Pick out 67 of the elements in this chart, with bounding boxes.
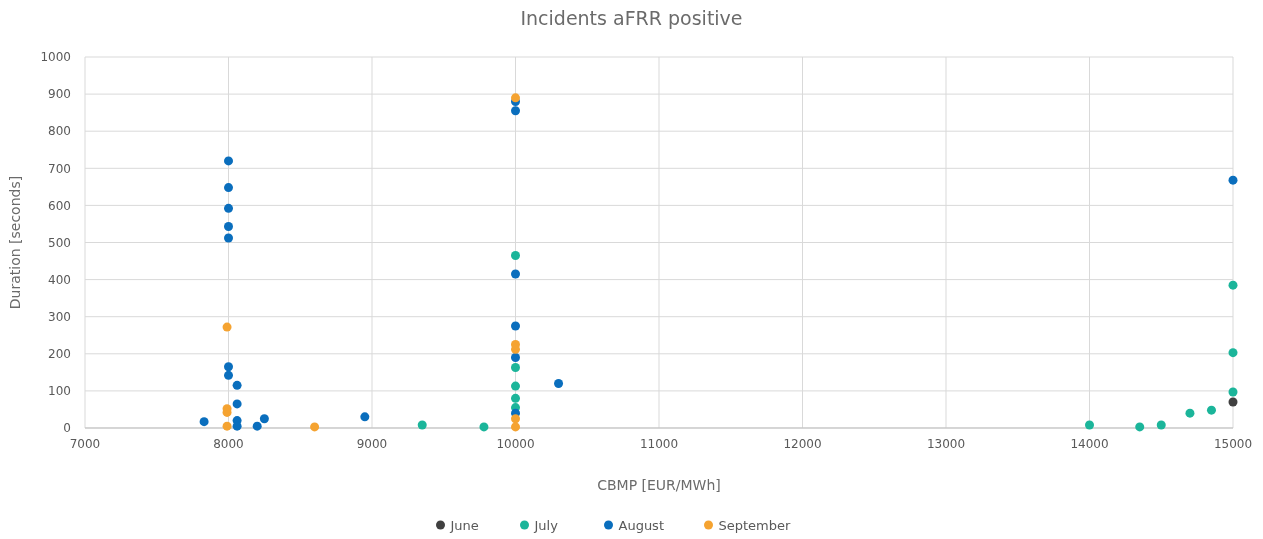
point <box>232 380 242 390</box>
point <box>511 414 520 424</box>
point <box>1228 348 1238 358</box>
y-axis-title: Duration [seconds] <box>7 175 23 310</box>
point <box>511 106 520 116</box>
x-tick-label: 9000 <box>356 437 388 451</box>
point <box>417 420 427 430</box>
x-tick-label: 10000 <box>496 437 535 451</box>
legend-label: September <box>718 517 792 533</box>
chart-title: Incidents aFRR positive <box>520 7 743 29</box>
point <box>1228 280 1238 290</box>
point <box>224 362 233 372</box>
x-axis-title: CBMP [EUR/MWh] <box>597 477 721 493</box>
legend-label: July <box>533 517 559 533</box>
y-tick-label: 100 <box>48 384 71 399</box>
y-tick-label: 0 <box>63 421 71 436</box>
point <box>511 250 520 260</box>
point <box>259 414 269 424</box>
x-tick-label: 14000 <box>1070 437 1109 451</box>
point <box>310 422 320 432</box>
point <box>224 370 233 380</box>
point <box>222 322 232 332</box>
x-tick-label: 15000 <box>1213 437 1253 451</box>
point <box>224 183 233 193</box>
y-tick-label: 500 <box>48 235 71 250</box>
point <box>511 393 520 403</box>
point <box>511 363 520 373</box>
point <box>252 421 262 431</box>
point <box>224 233 233 243</box>
point <box>224 203 233 213</box>
y-tick-label: 800 <box>48 124 71 139</box>
y-tick-label: 300 <box>48 309 71 324</box>
point <box>232 399 242 409</box>
y-tick-label: 700 <box>48 161 71 176</box>
point <box>511 353 520 363</box>
point <box>511 321 520 331</box>
x-tick-label: 7000 <box>69 437 101 451</box>
point <box>224 222 233 232</box>
point <box>511 269 520 279</box>
point <box>511 381 520 391</box>
point <box>360 412 370 422</box>
point <box>1135 422 1145 432</box>
point <box>1228 397 1238 407</box>
y-tick-label: 400 <box>48 272 71 287</box>
point <box>554 378 564 388</box>
point <box>1206 405 1216 415</box>
y-tick-label: 200 <box>48 347 71 361</box>
x-tick-label: 11000 <box>639 437 679 451</box>
y-tick-label: 600 <box>48 198 71 213</box>
point <box>1228 387 1238 397</box>
y-tick-label: 900 <box>48 87 71 102</box>
legend-label: August <box>618 517 664 533</box>
x-tick-label: 8000 <box>213 437 244 451</box>
point <box>1085 420 1094 430</box>
y-tick-label: 1000 <box>40 50 71 65</box>
point <box>1185 408 1195 418</box>
point <box>1156 420 1166 430</box>
point <box>479 422 489 432</box>
point <box>1228 175 1238 185</box>
x-tick-label: 13000 <box>926 437 966 451</box>
point <box>511 93 520 103</box>
legend-label: June <box>449 517 479 533</box>
point <box>224 156 233 166</box>
point <box>511 422 520 432</box>
point <box>222 421 232 431</box>
x-tick-label: 12000 <box>783 437 822 451</box>
point <box>199 417 209 427</box>
